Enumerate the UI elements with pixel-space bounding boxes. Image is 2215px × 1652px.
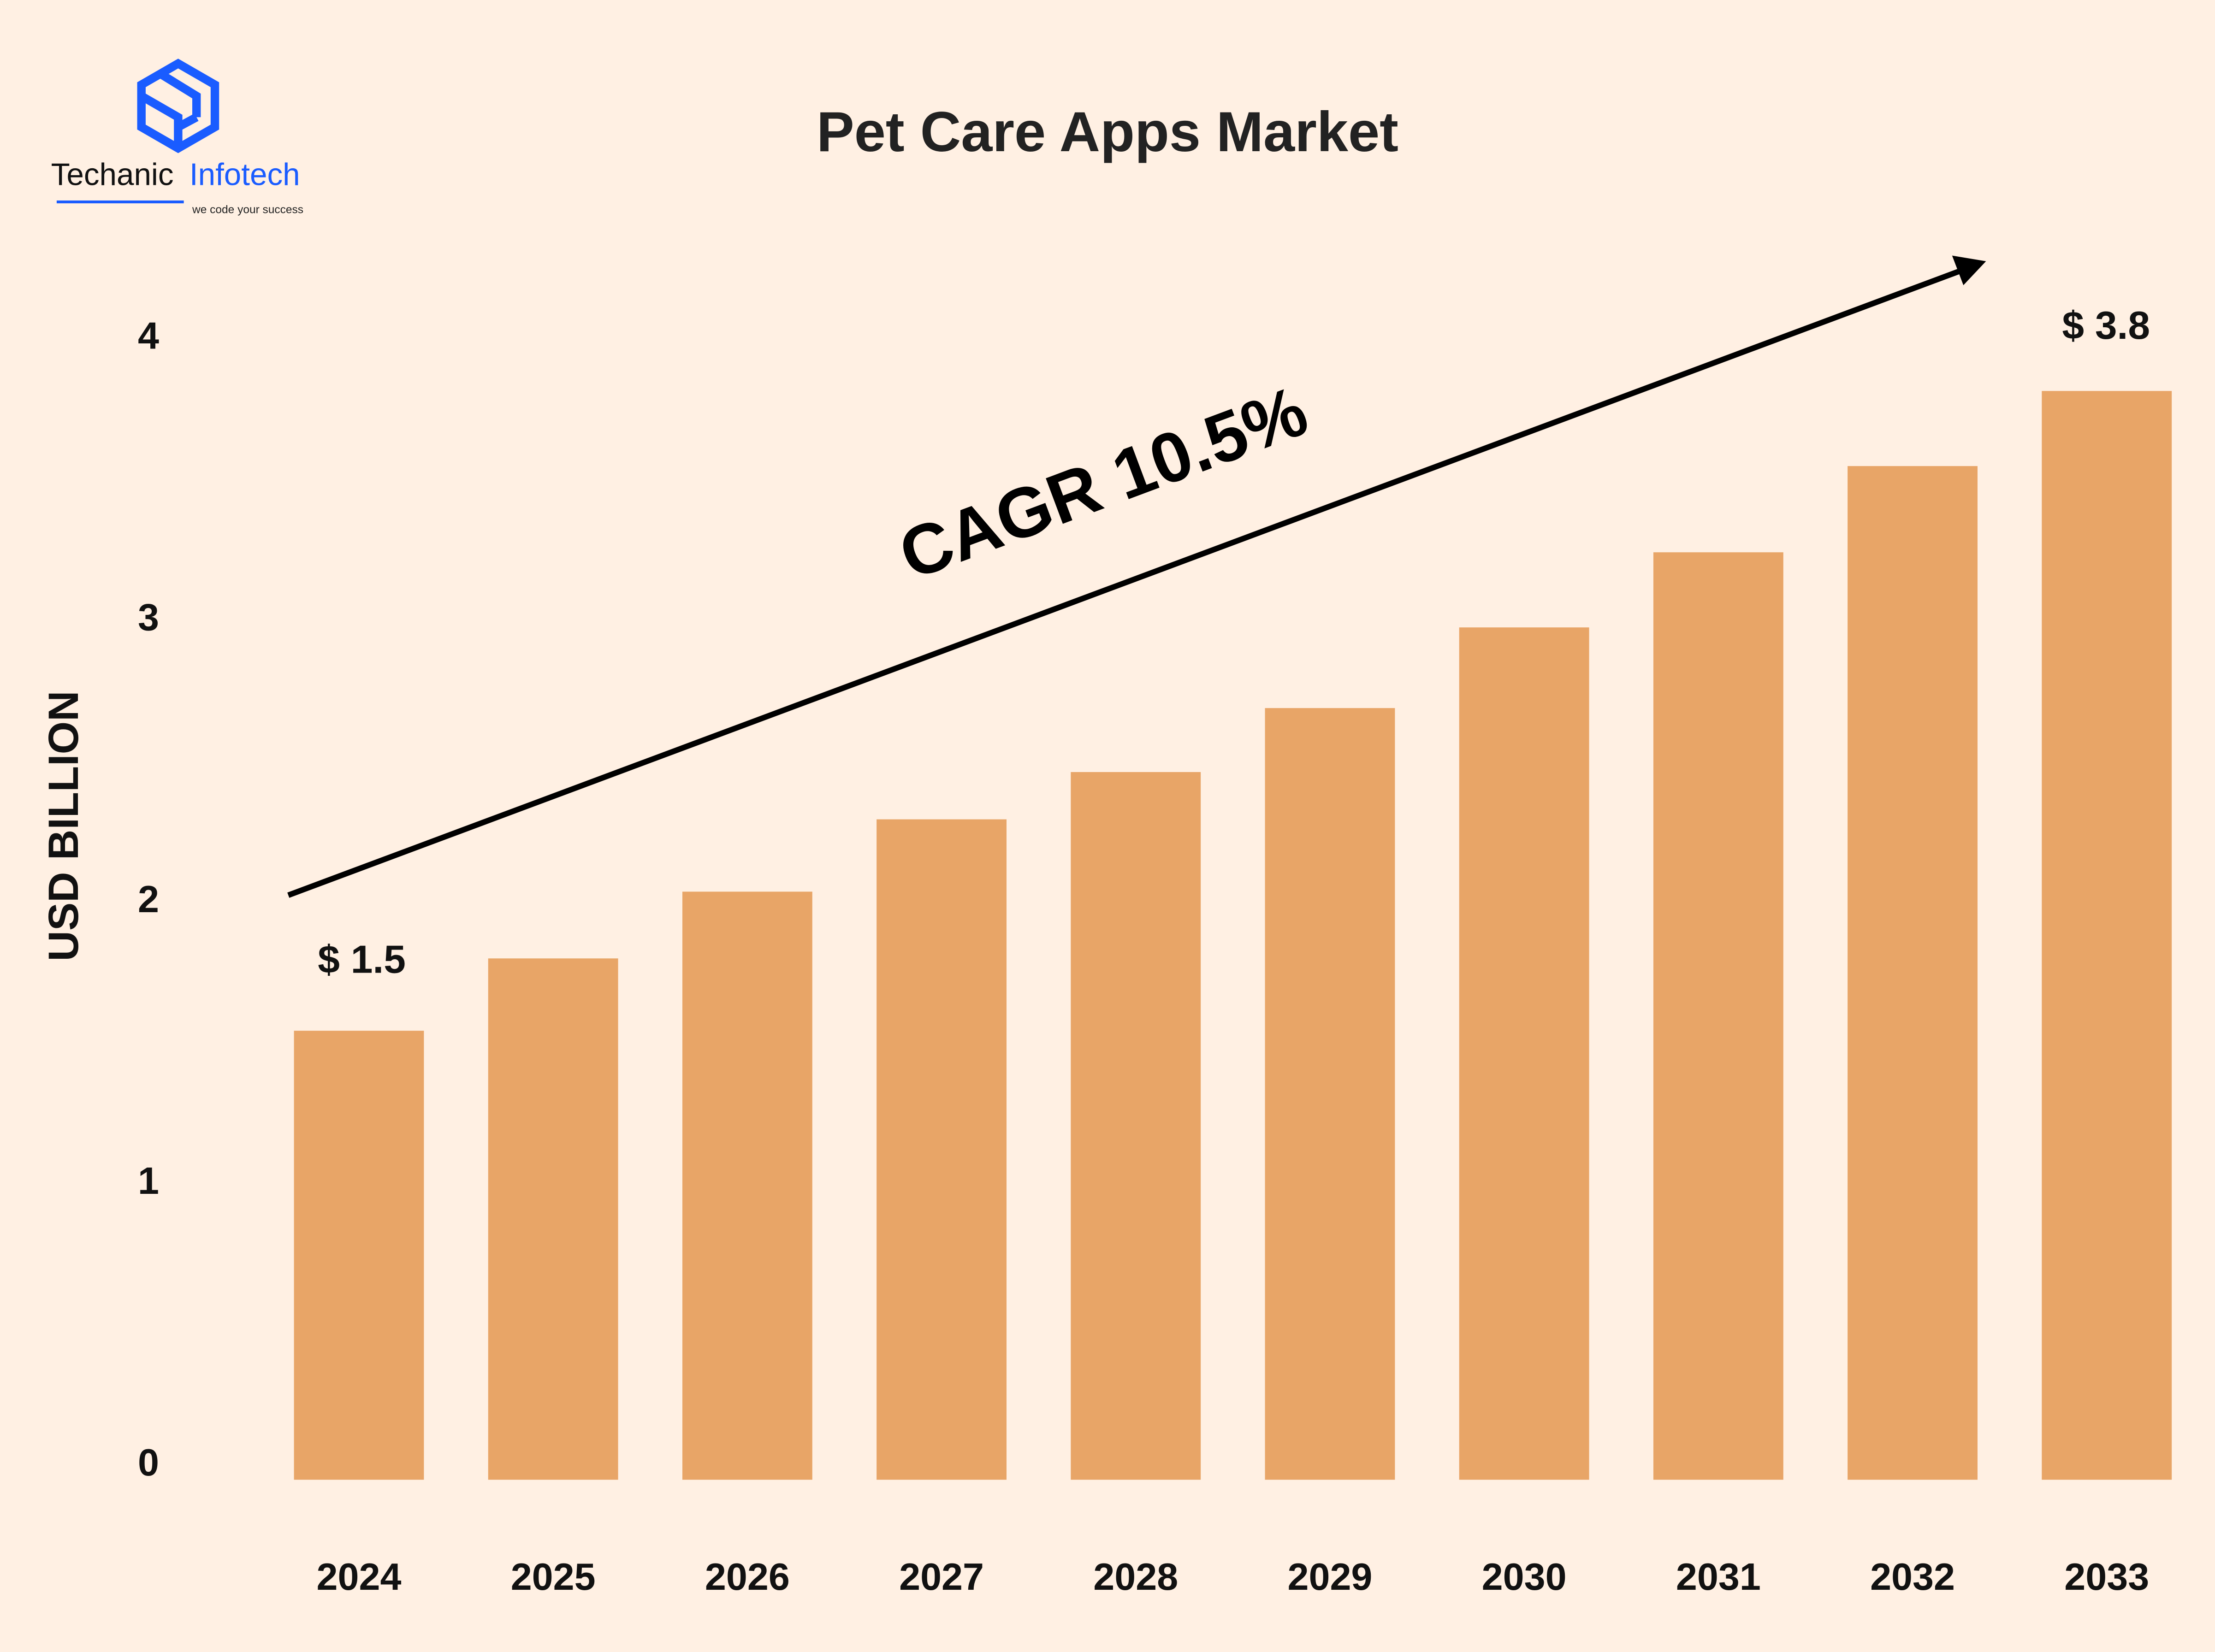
x-tick-label: 2030: [1482, 1555, 1567, 1598]
x-tick-label: 2025: [511, 1555, 596, 1598]
data-label-first: $ 1.5: [318, 938, 406, 982]
bar-2025: [488, 958, 618, 1480]
logo-brand-dark: Techanic: [51, 157, 174, 192]
x-tick-label: 2029: [1287, 1555, 1372, 1598]
bar-2033: [2042, 391, 2172, 1480]
logo-brand-blue: Infotech: [190, 157, 300, 192]
y-tick-label: 3: [138, 596, 159, 639]
y-axis-label: USD BILLION: [40, 691, 87, 962]
logo: Techanic Infotech we code your success: [51, 59, 303, 216]
x-tick-label: 2028: [1093, 1555, 1178, 1598]
y-tick-label: 1: [138, 1159, 159, 1202]
x-tick-label: 2027: [899, 1555, 984, 1598]
x-tick-label: 2026: [705, 1555, 790, 1598]
chart-title: Pet Care Apps Market: [817, 100, 1398, 163]
cagr-arrow: [287, 255, 1986, 898]
bar-2027: [877, 819, 1007, 1480]
trend-arrow-line: [287, 267, 1965, 898]
x-tick-label: 2031: [1676, 1555, 1761, 1598]
bar-2029: [1265, 708, 1395, 1480]
y-tick-label: 2: [138, 878, 159, 920]
logo-cube-icon: [137, 59, 219, 153]
x-tick-label: 2033: [2064, 1555, 2149, 1598]
logo-tagline: we code your success: [192, 204, 303, 216]
bar-2024: [294, 1031, 424, 1480]
bar-2032: [1848, 466, 1978, 1480]
x-tick-label: 2032: [1870, 1555, 1955, 1598]
bar-2031: [1653, 552, 1783, 1480]
y-tick-label: 4: [138, 314, 159, 357]
x-tick-label: 2024: [317, 1555, 402, 1598]
bar-2026: [682, 891, 812, 1480]
bar-2030: [1459, 627, 1589, 1480]
arrow-head-icon: [1952, 255, 1986, 285]
bar-2028: [1071, 772, 1201, 1480]
logo-underline: [56, 200, 184, 204]
y-tick-label: 0: [138, 1441, 159, 1484]
data-label-last: $ 3.8: [2062, 303, 2150, 348]
